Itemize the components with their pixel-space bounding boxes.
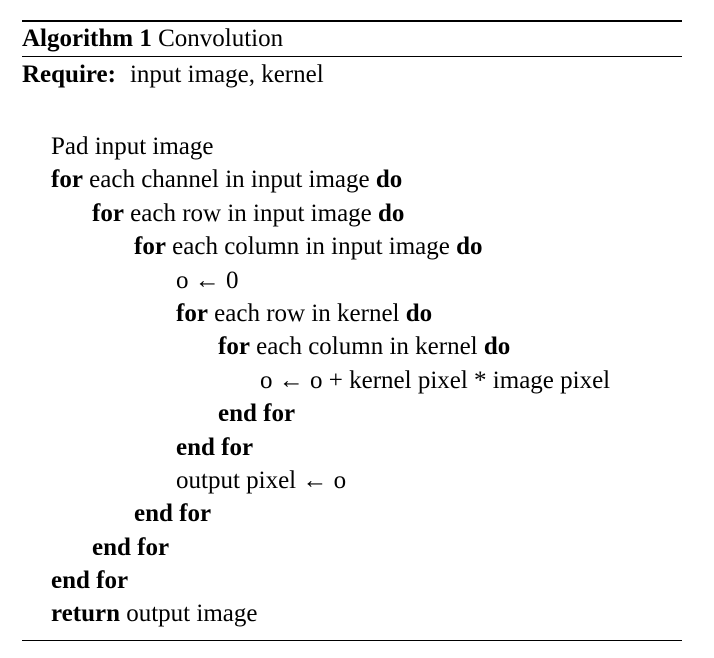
keyword: for xyxy=(92,199,124,227)
keyword: for xyxy=(176,299,208,327)
keyword: return xyxy=(51,600,120,628)
algorithm-line: end for xyxy=(22,431,610,464)
top-rule xyxy=(22,20,682,22)
keyword: for xyxy=(51,166,83,194)
line-text: each row in kernel xyxy=(214,299,400,327)
bottom-rule xyxy=(22,640,682,642)
line-text: output image xyxy=(126,600,258,628)
algorithm-line: return output image xyxy=(22,597,610,630)
keyword: for xyxy=(134,233,166,261)
algorithm-line: for each channel in input image do xyxy=(22,163,610,196)
keyword: do xyxy=(456,233,483,261)
line-text: each channel in input image xyxy=(89,166,370,194)
algorithm-line: Pad input image xyxy=(22,130,610,163)
algorithm-title: Algorithm 1 Convolution xyxy=(22,22,283,56)
keyword: end for xyxy=(176,433,254,461)
keyword: for xyxy=(218,333,250,361)
require-keyword: Require: xyxy=(22,61,116,88)
algorithm-line: end for xyxy=(22,564,610,597)
algorithm-name: Convolution xyxy=(158,25,284,52)
line-text: each row in input image xyxy=(130,199,372,227)
line-text: o ← o + kernel pixel * image pixel xyxy=(260,366,611,394)
keyword: end for xyxy=(92,533,170,561)
algorithm-line: end for xyxy=(22,397,610,430)
algorithm-line: for each row in input image do xyxy=(22,197,610,230)
title-rule xyxy=(22,56,682,58)
line-text: each column in kernel xyxy=(256,333,478,361)
keyword: end for xyxy=(218,400,296,428)
algorithm-line: end for xyxy=(22,497,610,530)
algorithm-line: o ← o + kernel pixel * image pixel xyxy=(22,364,610,397)
require-text: input image, kernel xyxy=(129,61,324,88)
line-text: output pixel ← o xyxy=(176,466,347,494)
line-text: Pad input image xyxy=(51,133,214,160)
algorithm-line: for each column in input image do xyxy=(22,230,610,263)
algorithm-body: Pad input image for each channel in input… xyxy=(22,130,610,631)
keyword: end for xyxy=(51,567,129,595)
keyword: do xyxy=(375,166,403,194)
keyword: do xyxy=(483,333,511,361)
line-text: o ← 0 xyxy=(176,266,239,294)
algorithm-line: output pixel ← o xyxy=(22,464,610,497)
keyword: end for xyxy=(134,500,212,528)
require-line: Require: input image, kernel xyxy=(22,58,324,92)
algorithm-line: end for xyxy=(22,531,610,564)
keyword: do xyxy=(405,299,433,327)
line-text: each column in input image xyxy=(172,233,450,261)
algorithm-line: for each column in kernel do xyxy=(22,330,610,363)
algorithm-line: o ← 0 xyxy=(22,264,610,297)
algorithm-line: for each row in kernel do xyxy=(22,297,610,330)
keyword: do xyxy=(378,199,405,227)
algorithm-label: Algorithm 1 xyxy=(22,25,152,52)
